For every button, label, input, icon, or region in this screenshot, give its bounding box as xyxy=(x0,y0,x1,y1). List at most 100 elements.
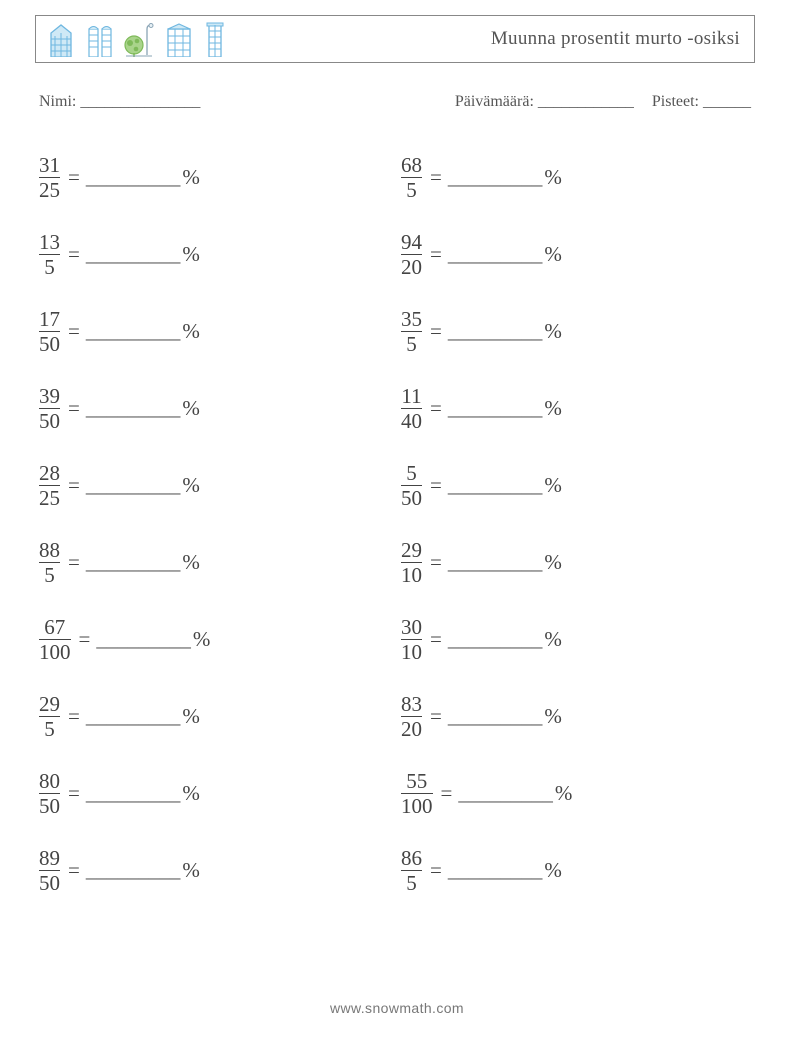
fraction: 1140 xyxy=(401,385,422,432)
answer-blank[interactable]: _________ xyxy=(86,242,181,267)
problem-row: 9420=_________% xyxy=(401,216,755,293)
worksheet-title: Muunna prosentit murto -osiksi xyxy=(491,28,740,50)
date-field: Päivämäärä: ____________ xyxy=(455,93,634,111)
equals-sign: = xyxy=(441,781,453,806)
problem-row: 8050=_________% xyxy=(39,755,395,832)
problem-row: 685=_________% xyxy=(401,139,755,216)
date-blank[interactable]: ____________ xyxy=(538,93,634,110)
equals-sign: = xyxy=(430,704,442,729)
problem-row: 2910=_________% xyxy=(401,524,755,601)
numerator: 88 xyxy=(39,539,60,561)
numerator: 13 xyxy=(39,231,60,253)
fraction: 8320 xyxy=(401,693,422,740)
denominator: 5 xyxy=(44,718,55,740)
equals-sign: = xyxy=(68,319,80,344)
equals-sign: = xyxy=(430,858,442,883)
fraction: 3010 xyxy=(401,616,422,663)
score-field: Pisteet: ______ xyxy=(652,93,751,111)
problem-row: 8950=_________% xyxy=(39,832,395,909)
denominator: 5 xyxy=(406,872,417,894)
equals-sign: = xyxy=(68,858,80,883)
equals-sign: = xyxy=(430,319,442,344)
header-icons xyxy=(46,21,226,57)
answer-blank[interactable]: _________ xyxy=(448,858,543,883)
towers-icon xyxy=(86,23,114,57)
fraction: 355 xyxy=(401,308,422,355)
answer-blank[interactable]: _________ xyxy=(448,627,543,652)
numerator: 94 xyxy=(401,231,422,253)
percent-sign: % xyxy=(544,319,562,344)
answer-blank[interactable]: _________ xyxy=(448,242,543,267)
numerator: 11 xyxy=(401,385,421,407)
answer-blank[interactable]: _________ xyxy=(86,550,181,575)
numerator: 5 xyxy=(406,462,417,484)
fraction: 885 xyxy=(39,539,60,586)
name-label: Nimi: xyxy=(39,93,76,110)
answer-blank[interactable]: _________ xyxy=(448,704,543,729)
numerator: 68 xyxy=(401,154,422,176)
answer-blank[interactable]: _________ xyxy=(86,165,181,190)
problem-row: 1140=_________% xyxy=(401,370,755,447)
problem-row: 8320=_________% xyxy=(401,678,755,755)
denominator: 5 xyxy=(406,179,417,201)
name-field: Nimi: _______________ xyxy=(39,93,200,111)
numerator: 86 xyxy=(401,847,422,869)
answer-blank[interactable]: _________ xyxy=(448,473,543,498)
percent-sign: % xyxy=(182,781,200,806)
park-icon xyxy=(124,23,154,57)
numerator: 35 xyxy=(401,308,422,330)
denominator: 50 xyxy=(39,872,60,894)
equals-sign: = xyxy=(79,627,91,652)
answer-blank[interactable]: _________ xyxy=(458,781,553,806)
right-column: 685=_________%9420=_________%355=_______… xyxy=(395,139,755,909)
problem-row: 3125=_________% xyxy=(39,139,395,216)
fraction: 67100 xyxy=(39,616,71,663)
fraction: 1750 xyxy=(39,308,60,355)
percent-sign: % xyxy=(555,781,573,806)
denominator: 50 xyxy=(401,487,422,509)
name-blank[interactable]: _______________ xyxy=(80,93,200,110)
date-label: Päivämäärä: xyxy=(455,93,534,110)
answer-blank[interactable]: _________ xyxy=(86,319,181,344)
equals-sign: = xyxy=(68,704,80,729)
score-blank[interactable]: ______ xyxy=(703,93,751,110)
percent-sign: % xyxy=(544,242,562,267)
percent-sign: % xyxy=(544,550,562,575)
answer-blank[interactable]: _________ xyxy=(448,165,543,190)
denominator: 10 xyxy=(401,564,422,586)
fraction: 55100 xyxy=(401,770,433,817)
answer-blank[interactable]: _________ xyxy=(86,858,181,883)
percent-sign: % xyxy=(182,396,200,421)
fraction: 8050 xyxy=(39,770,60,817)
denominator: 20 xyxy=(401,256,422,278)
percent-sign: % xyxy=(182,319,200,344)
denominator: 50 xyxy=(39,333,60,355)
answer-blank[interactable]: _________ xyxy=(86,704,181,729)
fraction: 685 xyxy=(401,154,422,201)
answer-blank[interactable]: _________ xyxy=(86,473,181,498)
title-bar: Muunna prosentit murto -osiksi xyxy=(35,15,755,63)
numerator: 31 xyxy=(39,154,60,176)
fraction: 9420 xyxy=(401,231,422,278)
equals-sign: = xyxy=(68,473,80,498)
denominator: 20 xyxy=(401,718,422,740)
answer-blank[interactable]: _________ xyxy=(86,781,181,806)
problem-row: 355 =_________% xyxy=(401,293,755,370)
worksheet-page: Muunna prosentit murto -osiksi Nimi: ___… xyxy=(35,15,755,909)
answer-blank[interactable]: _________ xyxy=(96,627,191,652)
answer-blank[interactable]: _________ xyxy=(448,396,543,421)
footer-url: www.snowmath.com xyxy=(0,1000,794,1016)
problem-row: 2825=_________% xyxy=(39,447,395,524)
problem-row: 3950=_________% xyxy=(39,370,395,447)
answer-blank[interactable]: _________ xyxy=(86,396,181,421)
problem-row: 550=_________% xyxy=(401,447,755,524)
left-column: 3125=_________%135=_________%1750=______… xyxy=(35,139,395,909)
numerator: 83 xyxy=(401,693,422,715)
answer-blank[interactable]: _________ xyxy=(448,550,543,575)
numerator: 89 xyxy=(39,847,60,869)
answer-blank[interactable]: _________ xyxy=(448,319,543,344)
denominator: 40 xyxy=(401,410,422,432)
problem-row: 295=_________% xyxy=(39,678,395,755)
denominator: 25 xyxy=(39,179,60,201)
percent-sign: % xyxy=(193,627,211,652)
